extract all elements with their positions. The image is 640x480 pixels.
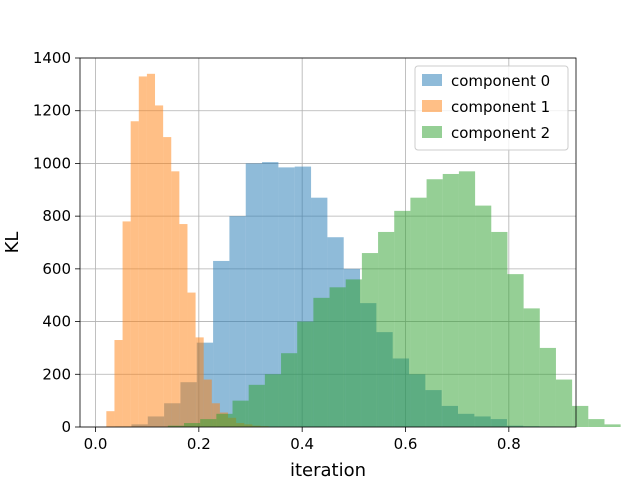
histogram-bar <box>442 173 459 427</box>
histogram-bar <box>146 73 156 428</box>
histogram-bar <box>248 384 265 427</box>
histogram-bar <box>394 210 411 427</box>
y-tick-label: 1200 <box>33 102 71 120</box>
histogram-bar <box>458 171 476 427</box>
plot-frame <box>79 57 577 428</box>
histogram-bar <box>138 76 147 427</box>
histogram-bar <box>163 137 172 428</box>
histogram-bar <box>200 419 217 427</box>
legend-box <box>414 65 569 151</box>
histogram-bar <box>507 274 524 427</box>
histogram-bar <box>211 403 220 427</box>
histogram-bar <box>539 347 556 427</box>
histogram-bar <box>130 121 139 427</box>
histogram-bar <box>313 297 330 427</box>
histogram-bar <box>195 337 204 427</box>
legend-swatch <box>422 74 442 86</box>
legend-label: component 2 <box>451 124 550 142</box>
histogram-bar <box>213 260 230 427</box>
histogram-bar <box>203 379 212 427</box>
histogram-bar <box>588 419 605 427</box>
histogram-bar <box>167 425 185 427</box>
x-tick-label: 0.6 <box>394 435 418 453</box>
histogram-bar <box>475 205 492 427</box>
legend: component 0 component 1 component 2 <box>414 65 569 151</box>
histogram-bar <box>187 292 196 427</box>
x-tick-label: 0.4 <box>290 435 314 453</box>
histogram-bar <box>426 179 443 427</box>
histogram-bar <box>232 400 249 427</box>
legend-swatch <box>422 126 442 138</box>
histogram-bar <box>245 163 263 427</box>
histogram-bar <box>555 379 573 427</box>
y-tick-label: 200 <box>42 365 71 383</box>
y-tick-label: 1000 <box>33 154 71 172</box>
series-2-bars <box>167 171 621 427</box>
histogram-bar <box>297 321 314 427</box>
y-tick-label: 800 <box>42 207 71 225</box>
histogram-bar <box>216 413 233 427</box>
legend-swatch <box>422 100 442 112</box>
histogram-bar <box>604 424 621 427</box>
y-tick-label: 400 <box>42 313 71 331</box>
histogram-bars <box>106 73 621 428</box>
histogram-bar <box>378 231 395 427</box>
histogram-bar <box>262 162 279 427</box>
y-tick-label: 0 <box>61 418 71 436</box>
legend-label: component 0 <box>451 72 550 90</box>
axis-ticks: 0.0 0.2 0.4 0.6 0.8 0 200 400 600 800 1000 1200 1400 <box>33 49 521 453</box>
x-tick-label: 0.2 <box>187 435 211 453</box>
histogram-bar <box>114 340 123 427</box>
histogram-bar <box>122 221 131 427</box>
histogram-bar <box>155 105 164 427</box>
histogram-bar <box>361 253 379 427</box>
histogram-bar <box>179 224 188 427</box>
y-tick-label: 600 <box>42 260 71 278</box>
histogram-bar <box>410 197 427 427</box>
histogram-bar <box>106 411 115 427</box>
y-axis-label: KL <box>2 232 23 254</box>
histogram-bar <box>281 353 298 427</box>
histogram-bar <box>184 423 201 427</box>
x-tick-label: 0.8 <box>497 435 521 453</box>
legend-label: component 1 <box>451 98 550 116</box>
histogram-bar <box>264 374 282 427</box>
series-1-bars <box>106 73 269 428</box>
histogram-bar <box>171 171 180 427</box>
histogram-bar <box>523 308 540 427</box>
y-tick-label: 1400 <box>33 49 71 67</box>
histogram-bar <box>572 405 589 427</box>
histogram-bar <box>491 231 508 427</box>
histogram-bar <box>229 216 246 427</box>
histogram-bar <box>329 287 346 427</box>
histogram-bar <box>345 279 362 427</box>
x-tick-label: 0.0 <box>84 435 108 453</box>
x-axis-label: iteration <box>290 460 366 480</box>
